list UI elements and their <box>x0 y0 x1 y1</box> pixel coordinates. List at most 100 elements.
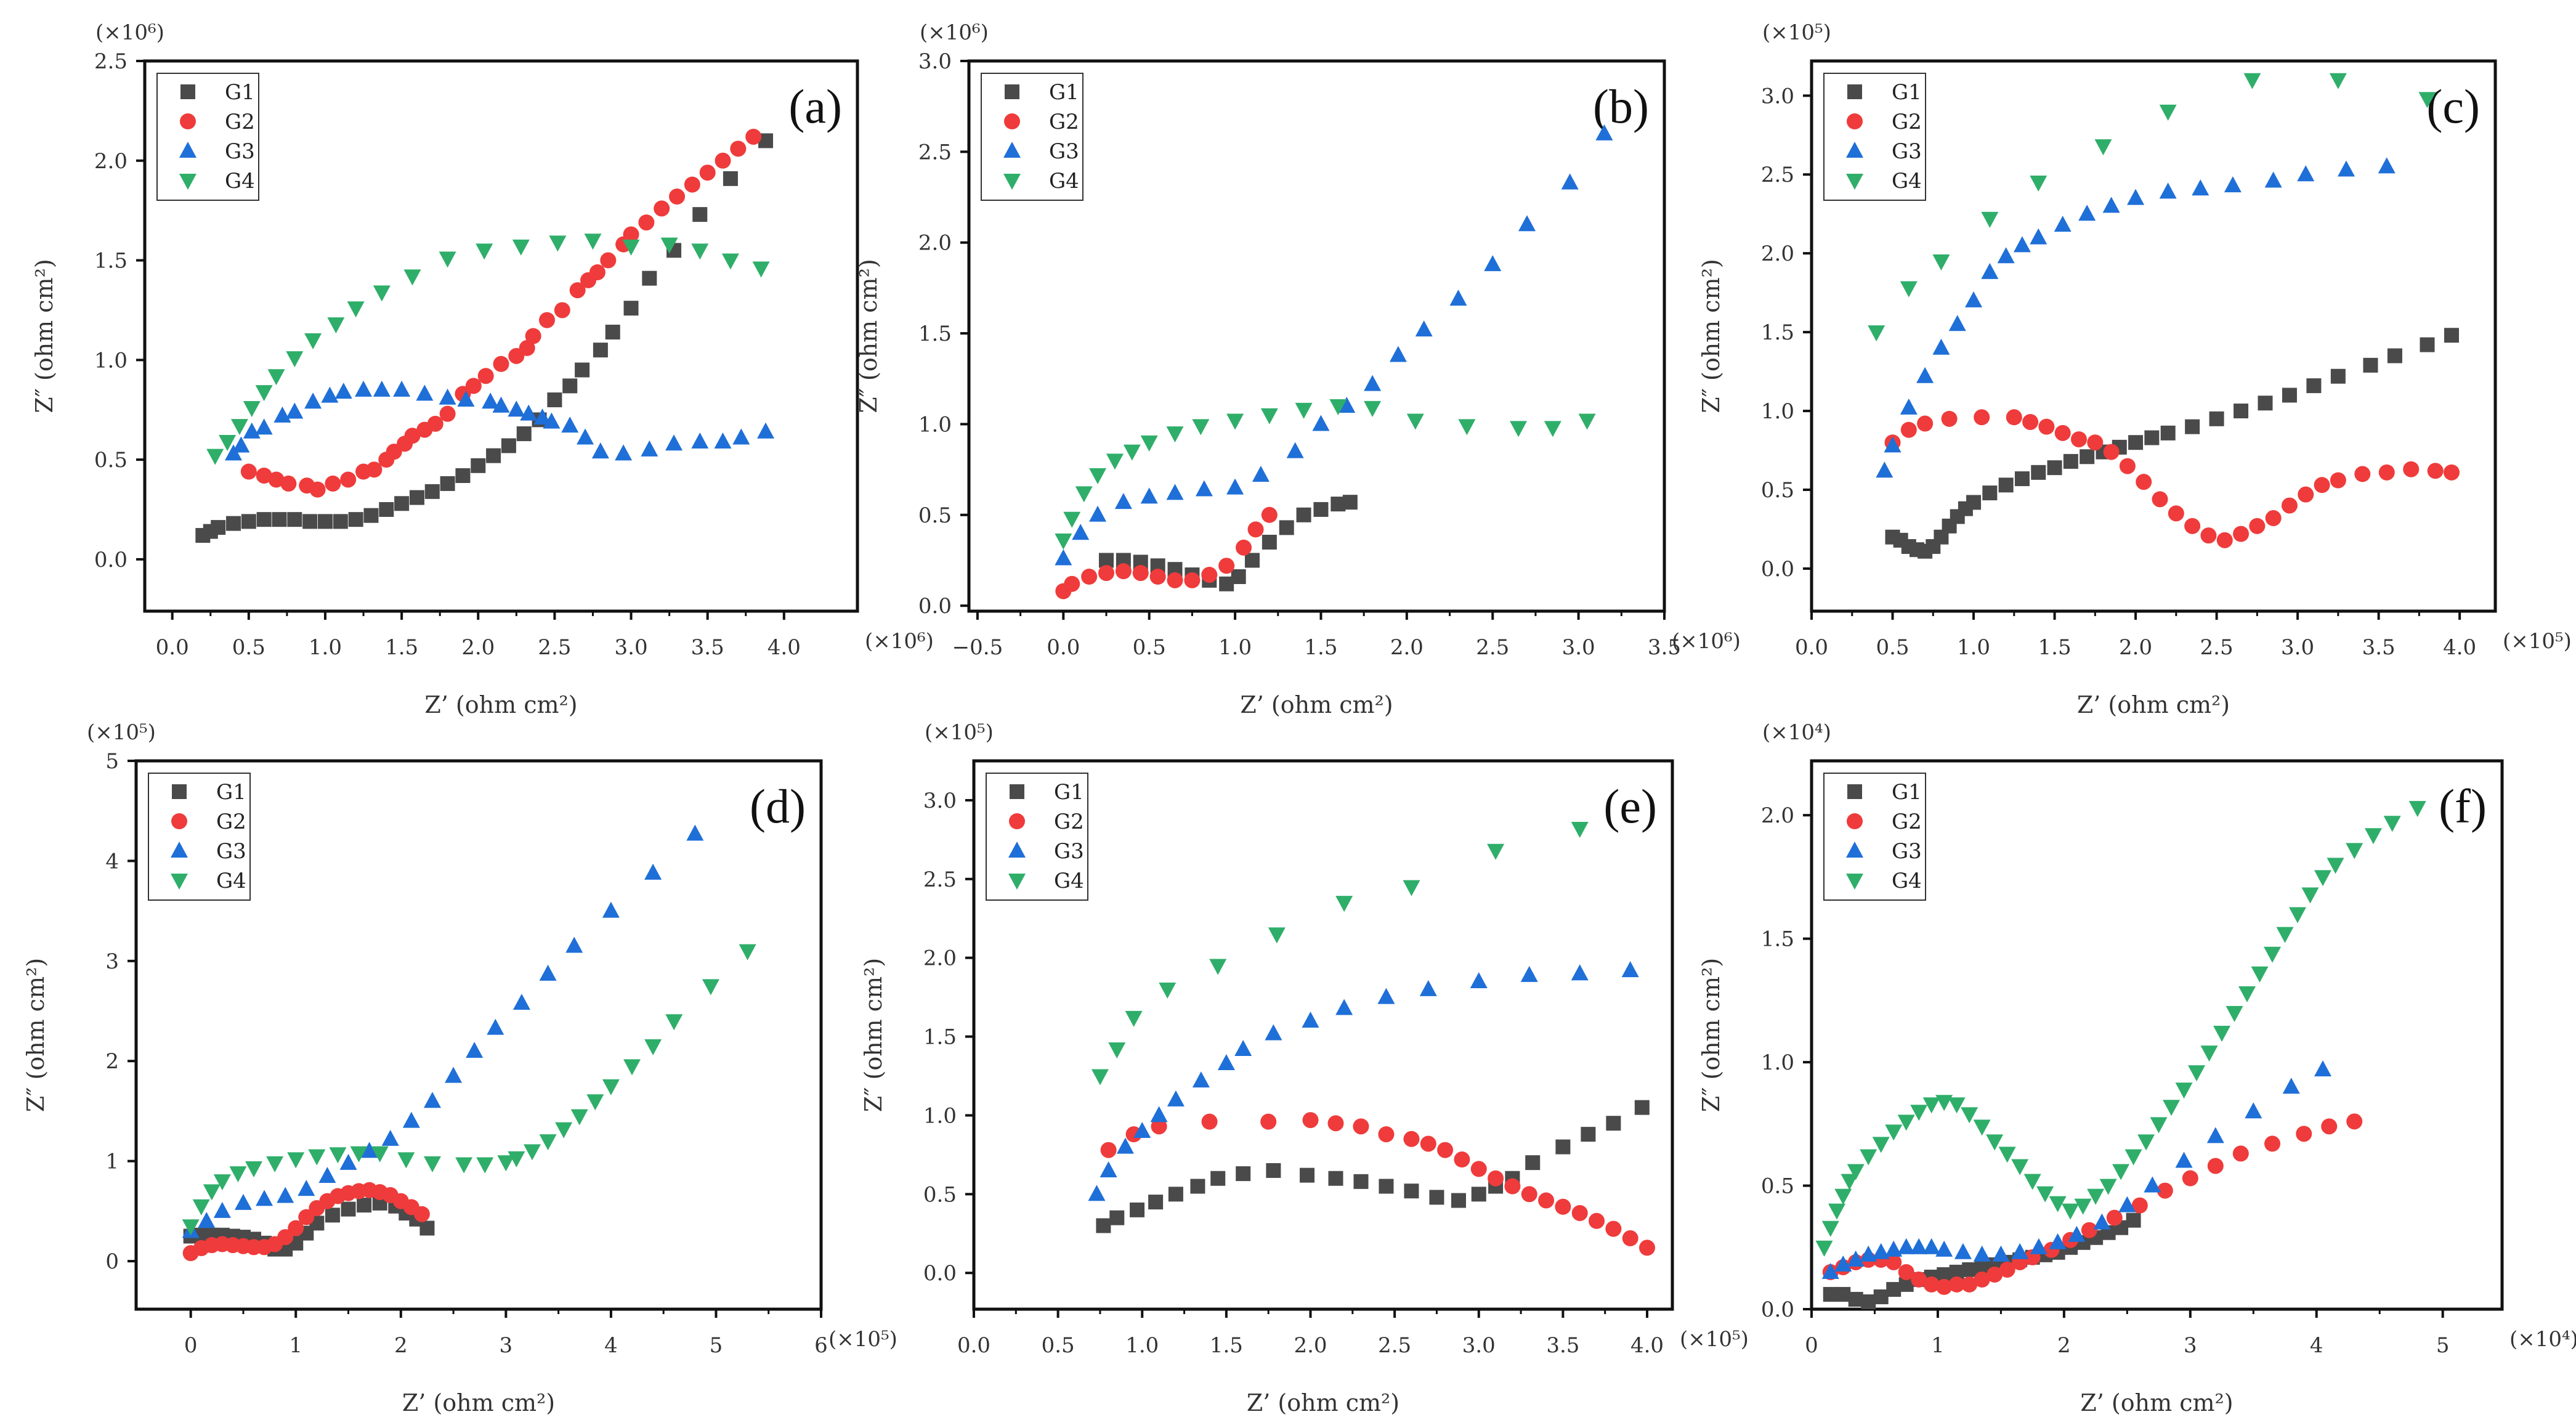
data-point-g4 <box>455 1157 473 1174</box>
data-point-g3 <box>1595 124 1613 140</box>
data-point-g2 <box>1639 1240 1656 1256</box>
plot-frame <box>143 59 859 613</box>
data-point-g2 <box>1521 1186 1537 1203</box>
data-point-g4 <box>206 449 224 465</box>
y-axis-label: Z″ (ohm cm²) <box>1698 259 1725 413</box>
legend-label: G1 <box>216 780 246 805</box>
data-point-g1 <box>2128 435 2144 450</box>
data-point-g4 <box>2074 1198 2092 1215</box>
legend-box <box>986 773 1088 901</box>
legend-marker-g1 <box>1005 84 1019 99</box>
data-point-g4 <box>1403 880 1420 896</box>
y-tick-label: 5 <box>105 749 119 774</box>
y-tick-label: 2.0 <box>1761 803 1794 828</box>
y-axis-label: Z″ (ohm cm²) <box>1698 958 1725 1112</box>
data-point-g2 <box>1260 1113 1277 1130</box>
data-point-g1 <box>2363 357 2378 373</box>
data-point-g4 <box>602 1079 620 1095</box>
data-point-g3 <box>1192 1071 1210 1088</box>
x-tick-label: 0.5 <box>1133 635 1166 660</box>
data-point-g3 <box>543 412 561 429</box>
data-point-g1 <box>1982 485 1998 501</box>
x-tick-label: 0 <box>184 1333 198 1358</box>
data-point-g4 <box>1885 1124 1903 1141</box>
data-point-g3 <box>1133 1122 1151 1139</box>
data-point-g2 <box>1149 569 1166 585</box>
y-multiplier: (×10⁶) <box>920 20 989 45</box>
data-point-g1 <box>419 1220 435 1236</box>
series-g1 <box>195 133 774 543</box>
series-g1 <box>1096 1100 1650 1233</box>
subplot-d: 0 1 2 3 4 5 6 0 1 2 3 4 5 (×10⁵) (×10⁵) Z’ (ohm cm²) Z″ … <box>22 720 897 1416</box>
data-point-g1 <box>409 490 424 505</box>
x-tick-label: 0.0 <box>156 635 189 660</box>
data-point-g2 <box>1081 569 1098 585</box>
y-tick-label: 0.5 <box>923 1182 957 1207</box>
data-point-g3 <box>1389 346 1407 362</box>
legend-marker-g4 <box>1003 174 1021 190</box>
data-point-g2 <box>366 461 383 478</box>
x-axis-label: Z’ (ohm cm²) <box>1247 1389 1399 1416</box>
data-point-g3 <box>1072 524 1090 540</box>
data-point-g1 <box>440 476 455 491</box>
data-point-g2 <box>1100 1142 1117 1158</box>
legend-label: G2 <box>216 810 246 834</box>
data-point-g4 <box>1406 413 1424 430</box>
x-tick-label: 0.0 <box>1795 635 1828 660</box>
data-point-g1 <box>1998 477 2014 493</box>
legend-label: G4 <box>216 869 246 893</box>
data-point-g4 <box>423 1156 441 1172</box>
data-point-g4 <box>1329 399 1347 415</box>
data-point-g4 <box>373 285 391 302</box>
data-point-g4 <box>476 243 493 260</box>
data-point-g3 <box>602 901 620 918</box>
data-point-g4 <box>2213 1025 2231 1042</box>
data-point-g3 <box>2054 216 2072 232</box>
data-point-g2 <box>1098 565 1115 582</box>
y-multiplier: (×10⁵) <box>87 720 156 745</box>
data-point-g2 <box>2106 1209 2123 1226</box>
data-point-g2 <box>2427 463 2444 479</box>
data-point-g3 <box>381 1129 399 1146</box>
x-tick-label: 1.0 <box>309 635 342 660</box>
data-point-g3 <box>1252 465 1270 482</box>
data-point-g3 <box>2013 236 2031 253</box>
data-point-g4 <box>2264 946 2282 963</box>
data-point-g3 <box>1114 493 1132 510</box>
data-point-g4 <box>1268 927 1286 944</box>
data-point-g1 <box>1404 1183 1419 1199</box>
x-tick-label: 0.0 <box>1047 635 1080 660</box>
data-point-g2 <box>1470 1161 1487 1177</box>
data-point-g3 <box>393 380 411 397</box>
data-point-g3 <box>492 396 510 413</box>
data-point-g3 <box>2224 176 2242 193</box>
data-point-g1 <box>2387 348 2402 363</box>
data-point-g4 <box>327 317 345 334</box>
y-tick-label: 1.0 <box>918 412 952 437</box>
legend: G1 G2 G3 G4 <box>156 73 259 201</box>
data-point-g3 <box>1948 315 1966 331</box>
data-point-g2 <box>2168 505 2184 522</box>
data-point-g3 <box>1415 320 1433 337</box>
data-point-g3 <box>1922 1238 1940 1254</box>
data-point-g1 <box>2126 1212 2141 1228</box>
data-point-g2 <box>730 140 747 157</box>
legend-label: G3 <box>1892 139 1922 164</box>
data-point-g4 <box>2094 139 2112 156</box>
panel-label: (e) <box>1603 779 1657 833</box>
data-point-g2 <box>2006 409 2022 426</box>
x-tick-label: 0.5 <box>232 635 265 660</box>
data-point-g2 <box>1378 1126 1395 1143</box>
y-tick-label: 0.5 <box>918 503 952 528</box>
data-point-g1 <box>2282 388 2297 403</box>
data-point-g1 <box>2258 396 2273 411</box>
x-tick-label: 2 <box>2057 1333 2071 1358</box>
data-point-g4 <box>403 269 421 286</box>
data-point-g2 <box>1504 1178 1521 1195</box>
data-point-g3 <box>1932 338 1950 355</box>
legend-box <box>156 73 259 201</box>
data-point-g2 <box>2403 461 2420 477</box>
data-point-g3 <box>304 392 322 409</box>
data-point-g1 <box>2209 411 2224 426</box>
y-multiplier: (×10⁶) <box>95 20 164 45</box>
